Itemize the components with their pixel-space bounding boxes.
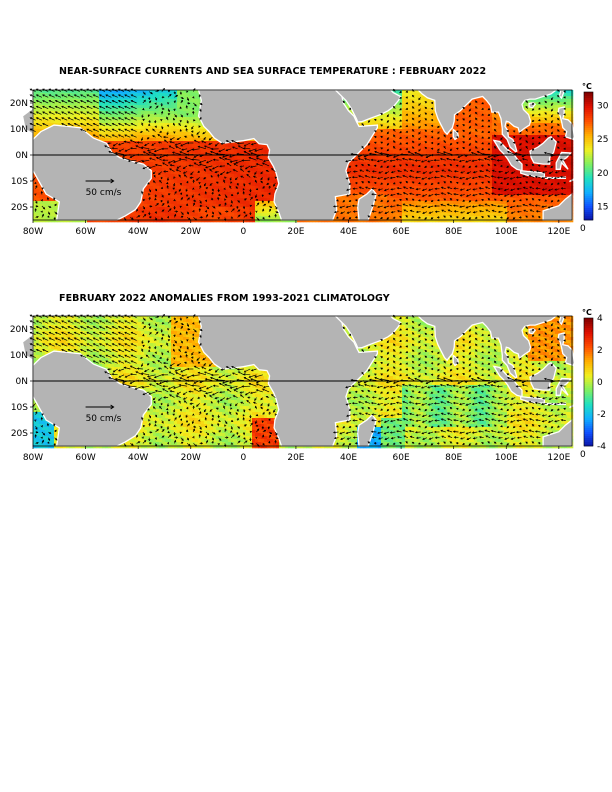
lon-tick-label: 120E [547, 453, 570, 463]
lon-tick-label: 20W [181, 227, 201, 237]
lat-tick-label: 10S [11, 177, 28, 187]
current-vectors [29, 88, 566, 222]
land-java [520, 169, 546, 178]
colorbar-tick-label: 20 [597, 169, 609, 179]
lat-tick-label: 10N [10, 351, 28, 361]
lon-tick-label: 40W [128, 227, 148, 237]
lon-tick-label: 60W [75, 453, 95, 463]
land-taiwan [558, 89, 565, 100]
anomaly-map-panel: 50 cm/s 80W 60W 40W 20W 0 20E 40E 60E 80E 100E 120E… [10, 308, 606, 463]
land-sulawesi [555, 377, 573, 396]
lat-tick-label: 10S [11, 403, 28, 413]
lon-tick-label: 80W [23, 227, 43, 237]
lon-tick-label: 60W [75, 227, 95, 237]
lon-tick-label: 120E [547, 227, 570, 237]
land-philippines [557, 332, 576, 367]
lon-tick-label: 0 [240, 453, 246, 463]
lon-tick-label: 60E [393, 453, 410, 463]
lat-tick-label: 20N [10, 325, 28, 335]
lon-tick-label: 80W [23, 453, 43, 463]
current-vectors [29, 314, 566, 448]
lon-tick-label: 20E [287, 227, 304, 237]
lon-tick-label: 100E [495, 227, 518, 237]
lat-tick-label: 10N [10, 125, 28, 135]
colorbar-tick-label: 25 [597, 135, 608, 145]
scale-label: 50 cm/s [86, 188, 122, 198]
land-sulawesi [555, 151, 573, 170]
land-timor [569, 176, 578, 183]
colorbar-extra-tick: 0 [580, 450, 586, 460]
land-masses [21, 315, 578, 447]
colorbar-unit: °C [582, 308, 592, 317]
lon-tick-label: 100E [495, 453, 518, 463]
lon-tick-label: 40E [340, 453, 357, 463]
land-india [406, 315, 559, 379]
panel1-title: NEAR-SURFACE CURRENTS AND SEA SURFACE TE… [59, 66, 486, 77]
colorbar-extra-tick: 0 [580, 224, 586, 234]
lat-tick-label: 20S [11, 203, 28, 213]
lon-tick-label: 20E [287, 453, 304, 463]
colorbar-tick-label: 0 [597, 378, 603, 388]
land-taiwan [558, 315, 565, 326]
lat-tick-label: 0N [16, 151, 28, 161]
land-borneo [529, 136, 557, 165]
land-arabia [333, 89, 402, 123]
colorbar-tick-label: -4 [597, 442, 606, 452]
land-timor [569, 402, 578, 409]
land-philippines [557, 106, 576, 141]
land-southAmerica [32, 124, 152, 221]
colorbar-unit: °C [582, 82, 592, 91]
land-borneo [529, 362, 557, 391]
lon-tick-label: 60E [393, 227, 410, 237]
land-southAmerica [32, 350, 152, 447]
colorbar-tick-label: 30 [597, 101, 609, 111]
panel2-title: FEBRUARY 2022 ANOMALIES FROM 1993-2021 C… [59, 293, 390, 304]
colorbar [583, 91, 594, 221]
colorbar-tick-label: 2 [597, 346, 603, 356]
lat-tick-label: 0N [16, 377, 28, 387]
land-arabia [333, 315, 402, 349]
lon-tick-label: 0 [240, 227, 246, 237]
colorbar-tick-label: -2 [597, 410, 606, 420]
lon-tick-label: 40E [340, 227, 357, 237]
lon-tick-label: 80E [445, 453, 462, 463]
colorbar-tick-label: 4 [597, 314, 603, 324]
lat-tick-label: 20N [10, 99, 28, 109]
sst-currents-map-panel: 50 cm/s 80W 60W 40W 20W 0 20E 40E 60E 80E 100E 120E… [10, 82, 609, 237]
lon-tick-label: 40W [128, 453, 148, 463]
colorbar [583, 317, 594, 447]
colorbar-tick-label: 15 [597, 203, 608, 213]
lat-tick-label: 20S [11, 429, 28, 439]
lon-tick-label: 20W [181, 453, 201, 463]
land-java [520, 395, 546, 404]
lon-tick-label: 80E [445, 227, 462, 237]
land-india [406, 89, 559, 153]
scale-label: 50 cm/s [86, 414, 122, 424]
